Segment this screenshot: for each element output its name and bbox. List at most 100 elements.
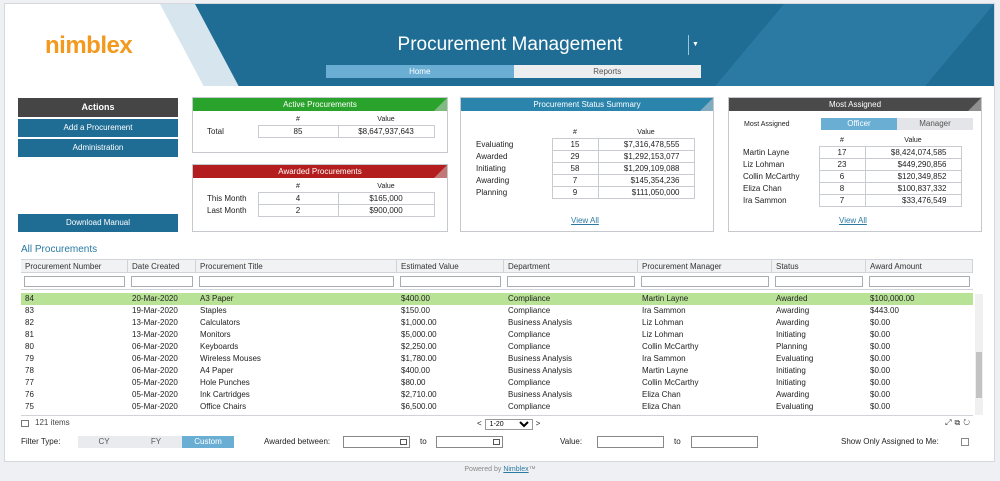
filter-input[interactable] [131,276,193,287]
download-manual-button[interactable]: Download Manual [18,214,178,232]
filter-fy-button[interactable]: FY [130,436,182,448]
tab-home[interactable]: Home [326,65,514,78]
table-row[interactable]: 78 06-Mar-2020 A4 Paper $400.00 Business Ana… [21,365,973,377]
filter-custom-button[interactable]: Custom [182,436,234,448]
export-icon[interactable]: ⧉ [954,418,964,427]
calendar-icon[interactable] [400,439,407,445]
col-header[interactable]: Procurement Manager [638,260,772,272]
awarded-procurements-title: Awarded Procurements [193,165,447,178]
col-header[interactable]: Award Amount [866,260,973,272]
table-row[interactable]: 83 19-Mar-2020 Staples $150.00 Compliance Ira… [21,305,973,317]
awarded-to-date-input[interactable] [436,436,503,448]
table-icon [21,420,29,427]
filter-input[interactable] [507,276,635,287]
table-cell: $400.00 [401,294,430,303]
officer-manager-toggle: Officer Manager [821,118,973,130]
col-header[interactable]: Status [772,260,866,272]
value-from-input[interactable] [597,436,664,448]
value-cell: $7,316,478,555 [597,137,695,151]
table-cell: Planning [776,342,808,351]
table-cell: 79 [25,354,34,363]
table-cell: Compliance [508,330,551,339]
value-cell: $120,349,852 [864,169,962,183]
table-row[interactable]: 82 13-Mar-2020 Calculators $1,000.00 Busines… [21,317,973,329]
col-header[interactable]: Date Created [128,260,196,272]
table-cell: Business Analysis [508,354,573,363]
table-row[interactable]: 80 06-Mar-2020 Keyboards $2,250.00 Complianc… [21,341,973,353]
filter-type-label: Filter Type: [21,437,61,446]
status-label: Initiating [476,163,506,173]
col-header[interactable]: Department [504,260,638,272]
table-row[interactable]: 76 05-Mar-2020 Ink Cartridges $2,710.00 Busi… [21,389,973,401]
nimblex-logo[interactable]: nimblex [45,32,133,59]
table-cell: $0.00 [870,402,891,411]
value-to-input[interactable] [691,436,758,448]
value-label: Value: [560,437,583,446]
active-procurements-panel: Active Procurements # Value Total 85 $8,6… [192,97,448,153]
filter-input[interactable] [400,276,501,287]
officer-name: Collin McCarthy [743,171,800,181]
value-cell: $1,209,109,088 [597,161,695,175]
table-cell: Compliance [508,378,551,387]
table-row[interactable]: 84 20-Mar-2020 A3 Paper $400.00 Compliance Ma… [21,293,973,305]
nimblex-link[interactable]: Nimblex [503,466,529,473]
expand-icon[interactable]: ⤢ [945,418,955,427]
table-cell: Martin Layne [642,294,689,303]
table-row[interactable]: 77 05-Mar-2020 Hole Punches $80.00 Complianc… [21,377,973,389]
value-cell: $145,354,236 [597,173,695,187]
tab-reports[interactable]: Reports [513,65,701,78]
grid-filter-row [21,273,973,290]
table-cell: Initiating [776,366,806,375]
header-banner: nimblex Procurement Management ▼ Home Re… [5,4,994,86]
assigned-view-all-link[interactable]: View All [839,216,867,225]
officer-name: Martin Layne [743,147,790,157]
table-cell: Awarding [776,318,810,327]
col-header[interactable]: Procurement Title [196,260,397,272]
filter-input[interactable] [775,276,863,287]
col-value-header: Value [377,115,395,123]
status-label: Planning [476,187,508,197]
add-procurement-button[interactable]: Add a Procurement [18,119,178,137]
value-cell: $165,000 [337,191,435,205]
table-cell: $0.00 [870,378,891,387]
col-count-header: # [296,182,300,190]
officer-toggle-button[interactable]: Officer [821,118,897,130]
pager-next-button[interactable]: > [535,419,541,428]
count-cell: 6 [818,169,866,183]
table-cell: $1,000.00 [401,318,437,327]
pager-prev-button[interactable]: < [477,419,482,428]
filter-input[interactable] [199,276,394,287]
grid-scrollbar[interactable] [975,294,983,415]
most-assigned-title: Most Assigned [729,98,981,111]
page-title: Procurement Management [397,34,623,55]
table-cell: Business Analysis [508,390,573,399]
table-row[interactable]: 79 06-Mar-2020 Wireless Mouses $1,780.00 Bus… [21,353,973,365]
table-row[interactable]: 81 13-Mar-2020 Monitors $5,000.00 Compliance… [21,329,973,341]
calendar-icon[interactable] [493,439,500,445]
table-cell: Liz Lohman [642,330,684,339]
row-label: This Month [207,193,247,203]
col-count-header: # [573,128,577,136]
chevron-down-icon[interactable]: ▼ [688,35,700,55]
col-count-header: # [840,136,844,144]
table-cell: $0.00 [870,330,891,339]
filter-input[interactable] [641,276,769,287]
table-row[interactable]: 75 05-Mar-2020 Office Chairs $6,500.00 Compl… [21,401,973,413]
status-view-all-link[interactable]: View All [571,216,599,225]
administration-button[interactable]: Administration [18,139,178,157]
manager-toggle-button[interactable]: Manager [897,118,973,130]
col-header[interactable]: Estimated Value [397,260,504,272]
awarded-from-date-input[interactable] [343,436,410,448]
assigned-to-me-checkbox[interactable] [961,438,969,446]
table-cell: 13-Mar-2020 [132,318,178,327]
table-cell: Hole Punches [200,378,250,387]
table-cell: $1,780.00 [401,354,437,363]
table-cell: Initiating [776,330,806,339]
filter-cy-button[interactable]: CY [78,436,130,448]
most-assigned-label: Most Assigned [744,121,790,128]
col-header[interactable]: Procurement Number [21,260,128,272]
filter-input[interactable] [869,276,970,287]
refresh-icon[interactable]: ↻ [963,418,973,427]
page-select[interactable]: 1-20 [484,418,533,430]
filter-input[interactable] [24,276,125,287]
